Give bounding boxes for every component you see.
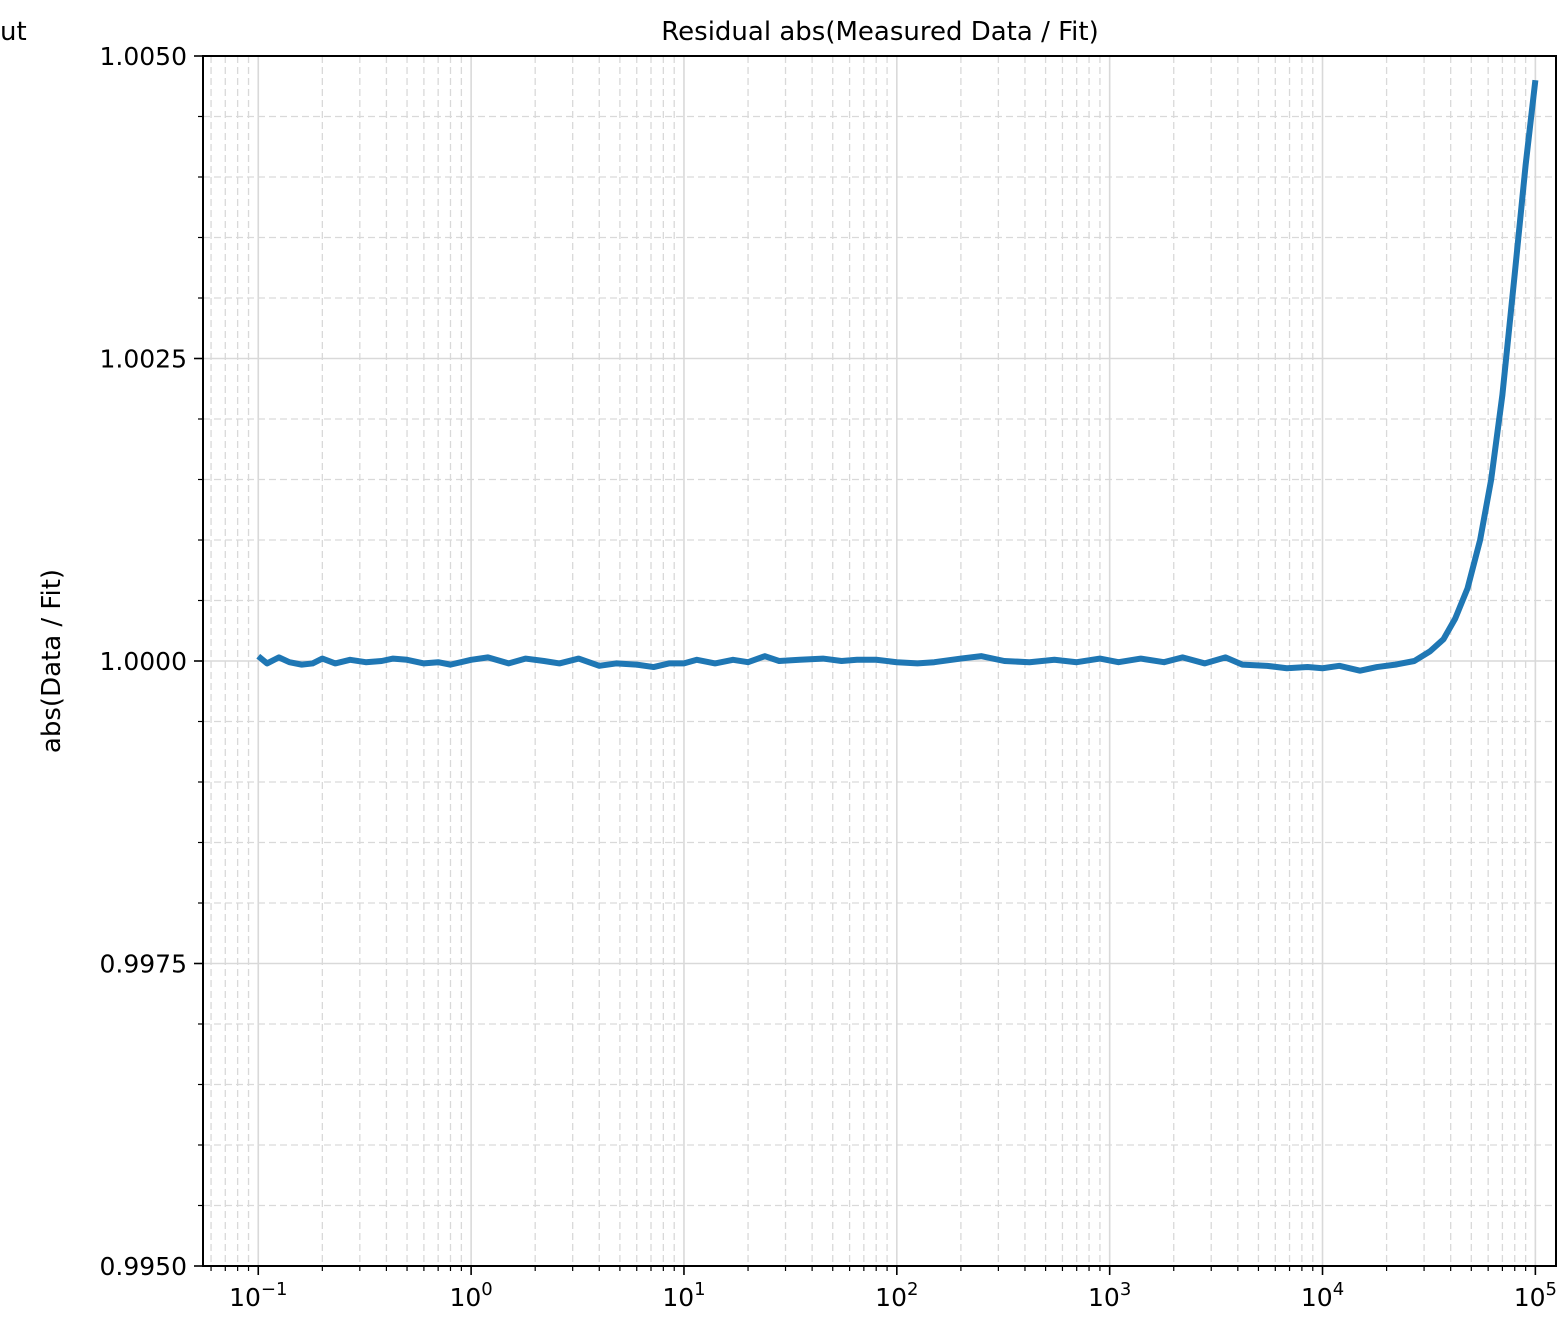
x-tick-label: 101 xyxy=(662,1279,705,1312)
y-tick-label: 0.9950 xyxy=(100,1252,187,1281)
y-tick-label: 0.9975 xyxy=(100,950,187,979)
y-axis-label: abs(Data / Fit) xyxy=(37,569,67,753)
y-tick-label: 1.0000 xyxy=(100,647,187,676)
x-tick-label: 10−1 xyxy=(229,1279,287,1312)
series-line-layer xyxy=(256,79,1539,674)
tick-labels: 0.9950 0.9975 1.0000 1.0025 1.0050 10−1 100 101… xyxy=(100,42,1557,1312)
y-tick-label: 1.0050 xyxy=(100,42,187,71)
corner-text: ut xyxy=(0,17,27,47)
chart-title: Residual abs(Measured Data / Fit) xyxy=(661,17,1098,47)
x-tick-label: 100 xyxy=(449,1279,492,1312)
axis-ticks xyxy=(194,55,1537,1275)
x-tick-label: 104 xyxy=(1301,1279,1344,1312)
x-tick-label: 105 xyxy=(1514,1279,1557,1312)
x-tick-label: 102 xyxy=(875,1279,918,1312)
series-line xyxy=(256,79,1539,674)
y-tick-label: 1.0025 xyxy=(100,345,187,374)
x-tick-label: 103 xyxy=(1088,1279,1131,1312)
